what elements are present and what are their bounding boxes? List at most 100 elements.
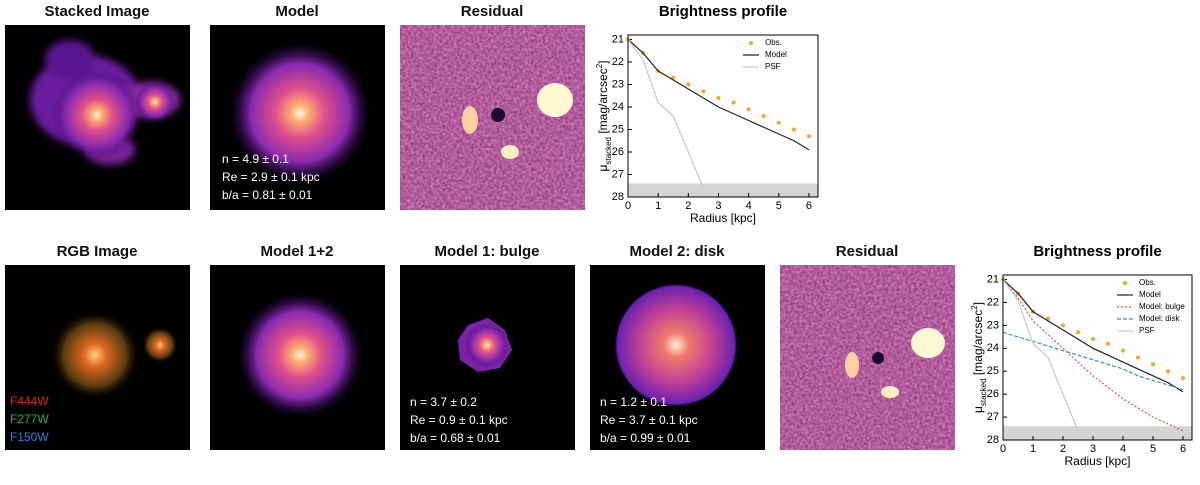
legend-label: Obs.	[1139, 278, 1156, 287]
panel-title: Model	[275, 3, 318, 20]
y-tick-label: 25	[987, 365, 999, 377]
series-line	[1002, 279, 1184, 393]
y-axis-label-part: 2	[595, 63, 604, 68]
x-tick-label: 2	[1060, 443, 1066, 455]
data-point	[1151, 362, 1155, 367]
fit-label: b/a = 0.99 ± 0.01	[600, 431, 691, 445]
panel-title: Model 1: bulge	[435, 243, 540, 260]
y-tick-label: 24	[987, 342, 999, 354]
panel-title: Model 1+2	[261, 243, 334, 260]
data-point	[701, 89, 706, 94]
x-tick-label: 2	[685, 200, 691, 212]
y-tick-label: 28	[987, 434, 999, 446]
residual-blob	[501, 145, 519, 159]
fit-label: Re = 2.9 ± 0.1 kpc	[222, 170, 320, 184]
plot-area	[628, 35, 818, 197]
data-point	[686, 82, 691, 87]
fit-label: Re = 3.7 ± 0.1 kpc	[600, 413, 698, 427]
y-axis-label-part: [mag/arcsec	[971, 310, 985, 379]
legend-label: Model	[765, 50, 787, 59]
data-point	[1106, 341, 1110, 346]
series-line	[1002, 331, 1184, 391]
y-tick-label: 26	[987, 388, 999, 400]
filter-label: F444W	[10, 394, 49, 408]
residual-blob	[911, 328, 945, 358]
filter-label: F277W	[10, 412, 49, 426]
galaxy-core	[52, 70, 142, 160]
y-tick-label: 21	[987, 273, 999, 285]
shaded-band	[628, 183, 818, 197]
x-tick-label: 0	[1000, 443, 1006, 455]
x-tick-label: 1	[1030, 443, 1036, 455]
y-tick-label: 25	[612, 123, 624, 135]
y-axis-label-part: ]	[971, 302, 985, 305]
series-line	[1002, 279, 1184, 432]
x-tick-label: 0	[625, 200, 631, 212]
x-tick-label: 3	[1090, 443, 1096, 455]
model-galaxy	[238, 293, 362, 417]
disk-galaxy	[614, 283, 738, 407]
rgb-companion	[142, 327, 178, 363]
data-point	[716, 96, 721, 100]
legend-label: Model: bulge	[1139, 302, 1185, 311]
data-point	[1136, 355, 1140, 360]
fit-label: b/a = 0.81 ± 0.01	[222, 188, 313, 202]
fit-label: Re = 0.9 ± 0.1 kpc	[410, 413, 508, 427]
shaded-band	[1003, 426, 1192, 440]
plot-frame	[1002, 274, 1193, 441]
legend-label: PSF	[765, 62, 781, 71]
x-tick-label: 4	[1120, 443, 1126, 455]
residual-blob	[881, 386, 899, 398]
legend-swatch	[1123, 281, 1127, 285]
plot-area	[1003, 275, 1192, 440]
y-axis-label: μstacked [mag/arcsec2]	[970, 302, 988, 413]
legend-label: PSF	[1139, 326, 1155, 335]
y-tick-label: 21	[612, 33, 624, 45]
y-axis-label: μstacked [mag/arcsec2]	[595, 61, 613, 172]
residual-blob	[462, 106, 478, 134]
model-galaxy	[230, 43, 370, 183]
y-tick-label: 23	[612, 78, 624, 90]
y-tick-label: 27	[612, 168, 624, 180]
data-point	[776, 120, 781, 125]
data-point	[1121, 348, 1125, 353]
legend-label: Model	[1139, 290, 1161, 299]
x-tick-label: 4	[746, 200, 752, 212]
data-point	[1166, 369, 1170, 374]
x-tick-label: 3	[715, 200, 721, 212]
panel-title: Model 2: disk	[629, 243, 725, 260]
x-tick-label: 6	[1180, 443, 1186, 455]
y-tick-label: 24	[612, 101, 624, 113]
legend-swatch	[749, 41, 753, 45]
y-axis-label-part: ]	[596, 61, 610, 64]
plot-frame	[627, 34, 819, 198]
y-tick-label: 22	[987, 296, 999, 308]
residual-blob	[537, 83, 573, 117]
y-tick-label: 28	[612, 191, 624, 203]
y-axis-label-part: μ	[596, 165, 610, 172]
series-line	[627, 39, 810, 151]
y-tick-label: 26	[612, 146, 624, 158]
bulge-core	[465, 323, 509, 367]
galaxy-companion	[135, 82, 175, 122]
data-point	[791, 127, 796, 132]
legend-label: Obs.	[765, 38, 782, 47]
data-point	[746, 107, 751, 112]
data-point	[1091, 337, 1095, 342]
chart-title: Brightness profile	[1033, 243, 1161, 260]
x-tick-label: 1	[655, 200, 661, 212]
y-tick-label: 22	[612, 56, 624, 68]
residual-hole	[872, 352, 884, 364]
y-tick-label: 23	[987, 319, 999, 331]
y-axis-label-part: 2	[970, 305, 979, 310]
legend-label: Model: disk	[1139, 314, 1180, 323]
residual-blob	[845, 352, 859, 378]
y-axis-label-part: [mag/arcsec	[596, 68, 610, 137]
fit-label: n = 3.7 ± 0.2	[410, 395, 477, 409]
fit-label: n = 1.2 ± 0.1	[600, 395, 667, 409]
y-axis-label-part: stacked	[979, 379, 988, 407]
filter-label: F150W	[10, 430, 49, 444]
x-axis-label: Radius [kpc]	[690, 211, 756, 225]
chart-title: Brightness profile	[659, 3, 787, 20]
